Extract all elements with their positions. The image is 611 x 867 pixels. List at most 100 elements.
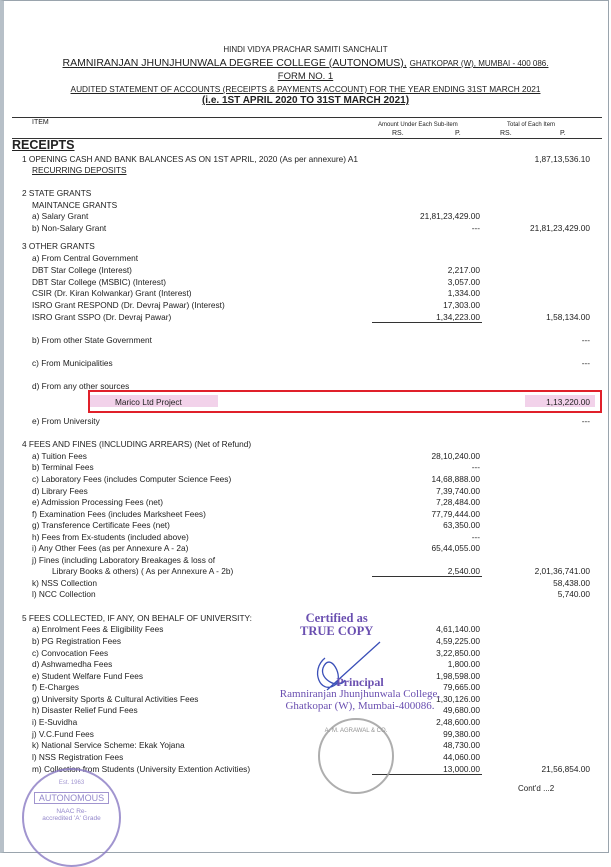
row-label: 4 FEES AND FINES (INCLUDING ARREARS) (Ne…: [22, 439, 252, 449]
sub-item-amount: 13,000.00: [443, 764, 480, 774]
sub-item-amount: 1,334.00: [447, 288, 480, 298]
sub-item-amount: 77,79,444.00: [431, 509, 480, 519]
col-total: Total of Each Item: [507, 122, 556, 128]
row-label: e) Admission Processing Fees (net): [32, 497, 163, 507]
row-label: e) From University: [32, 416, 100, 426]
row-label: 3 OTHER GRANTS: [22, 241, 95, 251]
sub-item-amount: 1,30,126.00: [436, 694, 480, 704]
sub-item-amount: 21,81,23,429.00: [420, 211, 480, 221]
row-label: e) Student Welfare Fund Fees: [32, 671, 143, 681]
college-seal: Est. 1963 AUTONOMOUS NAAC Re-accredited …: [22, 768, 121, 867]
sub-item-amount: 2,217.00: [447, 265, 480, 275]
item-total-amount: 1,87,13,536.10: [534, 154, 590, 164]
item-total-amount: 5,740.00: [557, 589, 590, 599]
sub-item-amount: 4,59,225.00: [436, 636, 480, 646]
sub-item-amount: 63,350.00: [443, 520, 480, 530]
row-label: l) NCC Collection: [32, 589, 96, 599]
college-name: RAMNIRANJAN JHUNJHUNWALA DEGREE COLLEGE …: [62, 57, 407, 69]
true-copy-text: TRUE COPY: [300, 624, 374, 638]
signature-icon: [316, 641, 381, 691]
col-total-p: P.: [560, 130, 566, 137]
row-label: c) Laboratory Fees (includes Computer Sc…: [32, 474, 232, 484]
certified-stamp: Certified as TRUE COPY: [300, 612, 373, 638]
principal-address: Ghatkopar (W), Mumbai-400086.: [285, 700, 435, 712]
sub-item-amount: 4,61,140.00: [436, 624, 480, 634]
row-label: c) Convocation Fees: [32, 648, 109, 658]
item-total-amount: 21,56,854.00: [541, 764, 590, 774]
row-label: d) Ashwamedha Fees: [32, 659, 113, 669]
sub-item-amount: 2,540.00: [447, 566, 480, 576]
row-label: b) Terminal Fees: [32, 462, 94, 472]
sub-item-amount: 7,28,484.00: [436, 497, 480, 507]
sub-item-amount: 28,10,240.00: [431, 451, 480, 461]
row-label: b) PG Registration Fees: [32, 636, 121, 646]
subtotal-rule: [372, 774, 482, 775]
row-label: Library Books & others) ( As per Annexur…: [52, 566, 234, 576]
sub-item-amount: 3,22,850.00: [436, 648, 480, 658]
sub-item-amount: ---: [471, 532, 480, 542]
college-address: GHATKOPAR (W), MUMBAI - 400 086.: [409, 59, 549, 68]
row-label: h) Disaster Relief Fund Fees: [32, 705, 138, 715]
sub-item-amount: 65,44,055.00: [431, 543, 480, 553]
auditor-seal-text: A. M. AGRAWAL & CO.: [324, 728, 388, 734]
statement-title: AUDITED STATEMENT OF ACCOUNTS (RECEIPTS …: [70, 84, 541, 94]
row-label: k) National Service Scheme: Ekak Yojana: [32, 740, 185, 750]
marico-highlight: [88, 395, 218, 407]
row-label: DBT Star College (Interest): [32, 265, 132, 275]
row-label: j) V.C.Fund Fees: [32, 729, 94, 739]
row-label: 1 OPENING CASH AND BANK BALANCES AS ON 1…: [22, 154, 359, 164]
seal-autonomous: AUTONOMOUS: [34, 792, 109, 804]
row-label: f) E-Charges: [32, 682, 80, 692]
row-label: h) Fees from Ex-students (included above…: [32, 532, 189, 542]
col-sub-p: P.: [455, 130, 461, 137]
row-label: CSIR (Dr. Kiran Kolwankar) Grant (Intere…: [32, 288, 192, 298]
row-label: a) Salary Grant: [32, 211, 89, 221]
row-label: i) Any Other Fees (as per Annexure A - 2…: [32, 543, 189, 553]
principal-text: Principal: [336, 675, 384, 689]
item-total-amount: ---: [581, 416, 590, 426]
item-total-amount: ---: [581, 358, 590, 368]
row-label: i) E-Suvidha: [32, 717, 78, 727]
item-total-amount: ---: [581, 335, 590, 345]
sub-item-amount: ---: [471, 223, 480, 233]
statement-period: (i.e. 1ST APRIL 2020 TO 31ST MARCH 2021): [201, 95, 410, 106]
row-label: ISRO Grant RESPOND (Dr. Devraj Pawar) (I…: [32, 300, 225, 310]
marico-amount-highlight: [525, 395, 595, 407]
col-sub-amount: Amount Under Each Sub-item: [378, 122, 458, 128]
item-total-amount: 21,81,23,429.00: [530, 223, 590, 233]
form-number: FORM NO. 1: [277, 71, 334, 82]
row-label: g) Transference Certificate Fees (net): [32, 520, 170, 530]
sub-item-amount: 14,68,888.00: [431, 474, 480, 484]
row-label: b) Non-Salary Grant: [32, 223, 107, 233]
row-label: a) Enrolment Fees & Eligibility Fees: [32, 624, 164, 634]
row-label: 5 FEES COLLECTED, IF ANY, ON BEHALF OF U…: [22, 613, 252, 623]
certified-text: Certified as: [305, 611, 368, 625]
sub-item-amount: 79,665.00: [443, 682, 480, 692]
principal-college: Ramniranjan Jhunjhunwala College,: [279, 688, 441, 700]
row-label: l) NSS Registration Fees: [32, 752, 124, 762]
row-label: ISRO Grant SSPO (Dr. Devraj Pawar): [32, 312, 172, 322]
sub-item-amount: ---: [471, 462, 480, 472]
sub-item-amount: 7,39,740.00: [436, 486, 480, 496]
seal-est: Est. 1963: [58, 780, 85, 786]
college-title-line: RAMNIRANJAN JHUNJHUNWALA DEGREE COLLEGE …: [0, 57, 611, 69]
sub-item-amount: 48,730.00: [443, 740, 480, 750]
sub-item-amount: 49,680.00: [443, 705, 480, 715]
col-sub-rs: RS.: [392, 130, 404, 137]
seal-naac: NAAC Re-accredited 'A' Grade: [42, 808, 101, 822]
item-total-amount: 1,58,134.00: [546, 312, 590, 322]
receipts-heading: RECEIPTS: [12, 138, 75, 152]
society-name: HINDI VIDYA PRACHAR SAMITI SANCHALIT: [223, 45, 388, 54]
row-label: 2 STATE GRANTS: [22, 188, 92, 198]
subtotal-rule: [372, 576, 482, 577]
sub-item-amount: 1,34,223.00: [436, 312, 480, 322]
item-total-amount: 1,13,220.00: [546, 397, 590, 407]
row-label: c) From Municipalities: [32, 358, 113, 368]
highlight-box: [88, 390, 602, 413]
row-label: MAINTANCE GRANTS: [32, 200, 118, 210]
sub-item-amount: 1,98,598.00: [436, 671, 480, 681]
header-rule-bottom: [12, 138, 602, 139]
row-label: d) Library Fees: [32, 486, 88, 496]
sub-item-amount: 17,303.00: [443, 300, 480, 310]
